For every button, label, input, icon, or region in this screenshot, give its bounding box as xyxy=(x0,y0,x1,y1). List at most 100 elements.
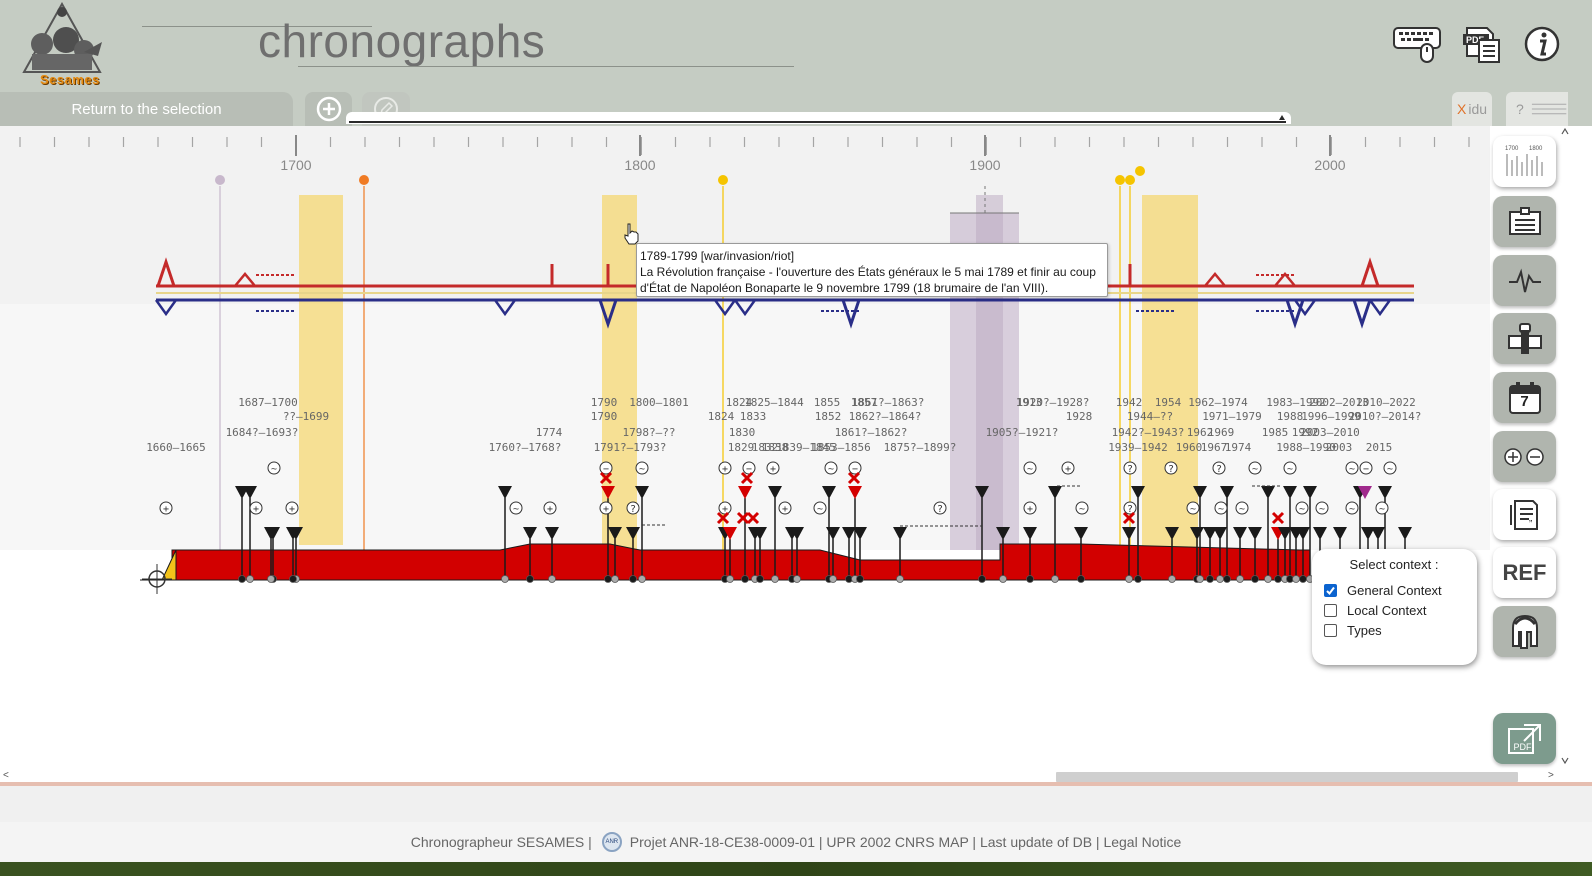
logo-text: Sesames xyxy=(40,72,100,87)
event-triangle-icon xyxy=(1278,527,1292,540)
event-symbol-icon xyxy=(267,461,281,475)
date-label: 2002–2013 xyxy=(1309,396,1369,409)
event-symbol-glyph: + xyxy=(547,504,553,515)
event-triangle-icon xyxy=(790,527,804,540)
event-triangle-icon xyxy=(893,527,907,540)
event-triangle-icon xyxy=(1122,527,1136,540)
scroll-left-icon[interactable]: < xyxy=(3,770,9,781)
help-label: ? xyxy=(1516,101,1524,117)
notes-button[interactable] xyxy=(1493,196,1556,247)
cancel-x-icon xyxy=(1122,511,1136,525)
event-anchor xyxy=(771,575,779,583)
event-triangle-icon xyxy=(545,527,559,540)
context-types-checkbox[interactable] xyxy=(1324,623,1337,637)
event-anchor xyxy=(829,575,837,583)
date-label: 1798?–?? xyxy=(623,426,676,439)
event-anchor xyxy=(629,575,637,583)
x-idu-tab[interactable]: X idu xyxy=(1452,92,1492,126)
event-triangle-icon xyxy=(1371,527,1385,540)
event-anchor xyxy=(1274,575,1282,583)
event-triangle-icon xyxy=(738,486,752,499)
event-symbol-icon xyxy=(599,501,613,515)
timeline-graphic[interactable]: 1700 1800 1900 2000~+ + + ~ +− ~+ ?+ − ++ + ~~ −?~ ++ ~?… xyxy=(0,0,1490,786)
horizontal-scrollbar[interactable]: < > xyxy=(0,770,1560,784)
sesames-logo[interactable] xyxy=(14,2,110,88)
event-symbol-icon xyxy=(249,501,263,515)
help-tab[interactable]: ? xyxy=(1506,92,1568,126)
footer-links[interactable]: Projet ANR-18-CE38-0009-01 | UPR 2002 CN… xyxy=(629,834,1182,850)
keyboard-mouse-icon[interactable] xyxy=(1393,26,1445,66)
context-local-option[interactable]: Local Context xyxy=(1324,600,1477,620)
handle-button[interactable] xyxy=(1493,313,1556,364)
context-local-checkbox[interactable] xyxy=(1324,603,1337,617)
notes-icon xyxy=(1508,206,1541,235)
add-tab[interactable] xyxy=(305,92,352,126)
pdf-list-icon[interactable]: PDF xyxy=(1463,26,1515,66)
event-symbol-icon xyxy=(813,501,827,515)
event-triangle-icon xyxy=(768,486,782,499)
event-highlight-band xyxy=(299,195,343,545)
scroll-up-arrow-icon xyxy=(349,115,1286,123)
export-pdf-button[interactable]: PDF xyxy=(1493,713,1556,764)
document-button[interactable]: ” xyxy=(1493,489,1556,540)
event-anchor xyxy=(289,575,297,583)
year-label: 1800 xyxy=(624,157,655,173)
menu-lines-icon xyxy=(1531,103,1567,115)
date-label: 1905?–1921? xyxy=(986,426,1059,439)
event-triangle-icon xyxy=(1233,527,1247,540)
date-label: 1985 xyxy=(1262,426,1289,439)
event-symbol-glyph: ~ xyxy=(1349,464,1355,475)
pulse-button[interactable] xyxy=(1493,255,1556,306)
event-triangle-icon xyxy=(1048,486,1062,499)
title-line-bottom xyxy=(298,66,794,67)
event-triangle-icon xyxy=(1193,486,1207,499)
event-anchor xyxy=(896,575,904,583)
event-triangle-icon xyxy=(1220,486,1234,499)
return-to-selection-tab[interactable]: Return to the selection xyxy=(0,92,293,126)
footer: Chronographeur SESAMES | ANR Projet ANR-… xyxy=(0,822,1592,862)
top-scroll-bar[interactable] xyxy=(346,112,1291,124)
context-general-option[interactable]: General Context xyxy=(1324,580,1477,600)
vertical-scrollbar[interactable] xyxy=(1560,126,1570,784)
date-label: 1875?–1899? xyxy=(884,441,957,454)
event-dot xyxy=(215,175,225,185)
event-anchor xyxy=(611,575,619,583)
context-general-checkbox[interactable] xyxy=(1324,583,1337,597)
event-symbol-glyph: ? xyxy=(1127,504,1133,515)
event-triangle-icon xyxy=(1248,527,1262,540)
context-peak xyxy=(733,299,757,317)
date-label: 1760?–1768? xyxy=(489,441,562,454)
event-symbol-icon xyxy=(543,501,557,515)
horizontal-scroll-thumb[interactable] xyxy=(1056,772,1518,782)
event-anchor xyxy=(1134,575,1142,583)
context-peak xyxy=(1274,272,1296,287)
info-icon[interactable] xyxy=(1522,26,1574,66)
chronograph-bar xyxy=(171,543,1311,581)
event-symbol-icon xyxy=(1023,501,1037,515)
context-types-option[interactable]: Types xyxy=(1324,620,1477,640)
date-label: 1962–1974 xyxy=(1188,396,1248,409)
event-tooltip: 1789-1799 [war/invasion/riot] La Révolut… xyxy=(636,243,1108,297)
helmet-button[interactable] xyxy=(1493,606,1556,657)
export-pdf-icon xyxy=(1507,723,1541,754)
event-anchor xyxy=(548,575,556,583)
date-label: 1944–?? xyxy=(1127,410,1173,423)
date-label: 1913 xyxy=(1016,396,1043,409)
date-label: 1861?–1863? xyxy=(852,396,925,409)
return-label: Return to the selection xyxy=(71,100,222,118)
calendar-button[interactable]: 7 xyxy=(1493,372,1556,423)
ref-button[interactable]: REF xyxy=(1493,547,1556,598)
event-triangle-icon xyxy=(1165,527,1179,540)
event-symbol-icon xyxy=(848,461,862,475)
date-label: 1942 xyxy=(1116,396,1143,409)
scroll-right-icon[interactable]: > xyxy=(1548,770,1554,781)
date-label: 1988–1990 xyxy=(1276,441,1336,454)
timeline-canvas[interactable] xyxy=(0,126,1490,774)
zoom-button[interactable] xyxy=(1493,431,1556,482)
event-symbol-glyph: ~ xyxy=(1319,504,1325,515)
page-title: chronographs xyxy=(258,15,546,67)
date-label: 2003–2010 xyxy=(1300,426,1360,439)
context-title: Select context : xyxy=(1349,557,1439,572)
event-anchor xyxy=(1292,575,1300,583)
timeline-scale-button[interactable]: 1700 1800 xyxy=(1493,136,1556,187)
